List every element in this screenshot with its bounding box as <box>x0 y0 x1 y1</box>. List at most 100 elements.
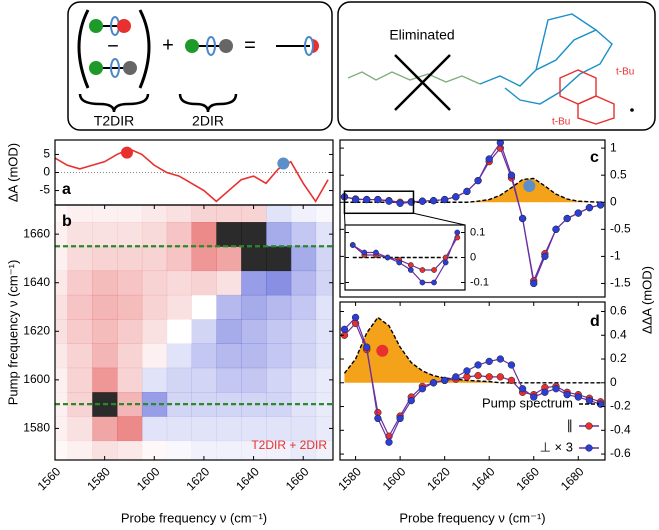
x-tick-label: 1660 <box>513 464 542 493</box>
panel-letter: d <box>590 313 600 330</box>
heat-cell <box>191 270 217 296</box>
heat-cell <box>241 222 267 247</box>
data-point <box>585 204 594 212</box>
heat-cell <box>166 246 193 272</box>
heat-cell <box>117 367 143 393</box>
heat-cell <box>117 416 143 442</box>
heat-cell <box>216 246 242 272</box>
brace <box>78 93 150 113</box>
annotation: T2DIR + 2DIR <box>251 438 327 452</box>
heat-cell <box>241 294 267 320</box>
heat-cell <box>141 319 168 344</box>
heat-cell <box>290 270 317 296</box>
data-point <box>496 140 504 147</box>
heat-cell <box>67 270 93 296</box>
heat-cell <box>191 222 217 247</box>
pump-area <box>344 178 601 203</box>
heat-cell <box>216 440 242 460</box>
scheme-label: 2DIR <box>192 113 224 129</box>
brace <box>178 93 238 113</box>
panel-letter: c <box>590 149 599 166</box>
y-tick-label: 0 <box>610 375 617 389</box>
data-point <box>474 372 482 380</box>
heat-cell <box>67 205 93 223</box>
paren <box>77 9 90 89</box>
y-tick-label: 0.1 <box>470 226 485 238</box>
data-point <box>429 379 438 387</box>
data-point <box>596 201 605 209</box>
heat-cell <box>241 343 267 369</box>
heat-cell <box>141 294 168 320</box>
heat-cell <box>290 246 317 272</box>
x-tick-label: 1620 <box>184 464 213 493</box>
scheme-left: − + = T2DIR 2DIR <box>67 1 333 131</box>
pump-area <box>344 317 601 383</box>
y-tick-label: -5 <box>39 183 50 197</box>
heat-cell <box>166 270 193 296</box>
y-axis-label: Pump frequency ν (cm⁻¹) <box>5 260 20 406</box>
axes-frame <box>339 139 606 298</box>
heat-cell <box>315 294 333 320</box>
legend-swatch <box>585 444 593 452</box>
heat-cell <box>141 246 168 272</box>
heat-cell <box>117 222 143 247</box>
heat-cell <box>265 319 292 344</box>
heat-cell <box>241 205 267 223</box>
heat-cell <box>117 246 143 272</box>
stopper <box>123 61 137 75</box>
heat-cell <box>117 270 143 296</box>
heat-cell <box>265 416 292 442</box>
heat-cell <box>67 416 93 442</box>
data-point <box>563 214 571 223</box>
y-tick-label: 1600 <box>23 372 50 386</box>
heat-cell <box>216 270 242 296</box>
plot-area <box>340 313 605 446</box>
heat-cell <box>241 270 267 296</box>
y-tick-label: 1660 <box>23 226 50 240</box>
operator: = <box>244 34 256 56</box>
data-point <box>518 385 527 393</box>
heat-cell <box>216 294 242 320</box>
data-point <box>351 313 360 322</box>
x-tick-label: 1620 <box>424 464 453 493</box>
data-point <box>485 357 493 366</box>
heat-cell <box>67 319 93 344</box>
data-point <box>574 393 582 401</box>
series-line <box>55 148 329 203</box>
stopper-ring <box>577 95 615 125</box>
heat-cell <box>265 270 292 296</box>
y-tick-label: 1580 <box>23 421 50 435</box>
data-point <box>474 361 482 369</box>
heat-cell <box>166 416 193 442</box>
data-point <box>418 385 427 393</box>
y-tick-label: 1 <box>610 140 617 154</box>
series-line <box>352 232 458 284</box>
data-point <box>407 267 414 273</box>
heat-cell <box>92 294 118 320</box>
heat-cell <box>141 440 168 460</box>
x-tick-label: 1640 <box>233 464 262 493</box>
heat-cell <box>315 440 333 460</box>
data-point <box>485 373 493 381</box>
operator: + <box>162 34 174 56</box>
y-tick-label: 1620 <box>23 323 50 337</box>
stopper <box>89 61 103 75</box>
data-point <box>552 225 560 233</box>
x-tick-label: 1580 <box>335 464 364 493</box>
heat-cell <box>192 295 217 320</box>
heat-cell <box>265 246 292 272</box>
y-tick-label: 0.2 <box>610 351 627 365</box>
data-point <box>441 376 449 385</box>
heat-cell <box>290 294 317 320</box>
y-axis-label: ΔΔA (mOD) <box>639 266 654 334</box>
data-point <box>552 385 560 393</box>
heat-cell <box>265 222 292 247</box>
heat-cell <box>55 416 68 442</box>
heat-cell <box>117 343 143 369</box>
x-tick-label: 1680 <box>558 464 587 493</box>
x-tick-label: 1640 <box>469 464 498 493</box>
x-tick-label: 1600 <box>380 464 409 493</box>
radical-dot <box>630 108 634 112</box>
x-tick-label: 1560 <box>35 464 64 493</box>
heat-cell <box>92 222 118 247</box>
